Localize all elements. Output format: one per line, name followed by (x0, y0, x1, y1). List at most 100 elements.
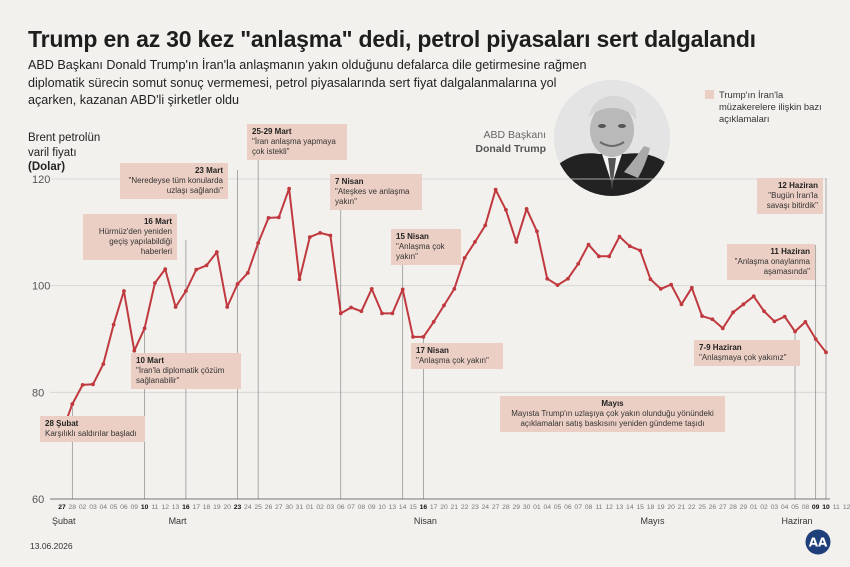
y-axis-label: Brent petrolün varil fiyatı (Dolar) (28, 131, 100, 175)
data-point (80, 382, 85, 387)
data-point (679, 302, 684, 307)
x-tick-label: 12 (843, 504, 850, 511)
x-tick-label: 13 (389, 504, 397, 511)
data-point (524, 206, 529, 211)
x-tick-label: 27 (719, 504, 727, 511)
x-tick-label: 17 (192, 504, 200, 511)
x-tick-label: 25 (254, 504, 262, 511)
x-tick-label: 22 (461, 504, 469, 511)
y-tick-label: 60 (32, 494, 44, 506)
data-point (576, 261, 581, 266)
x-tick-label: 04 (781, 504, 789, 511)
annotation-date: 7-9 Haziran (699, 343, 742, 352)
x-tick-label: 26 (265, 504, 273, 511)
aa-logo: AA (805, 529, 831, 560)
data-point (555, 283, 560, 288)
data-point (762, 309, 766, 314)
data-point (297, 277, 302, 282)
x-tick-label: 04 (100, 504, 108, 511)
y-tick-label: 80 (32, 387, 44, 399)
annotation-date: 10 Mart (136, 356, 165, 365)
aa-logo-text: AA (809, 536, 828, 550)
data-point (452, 286, 457, 291)
data-point (204, 263, 209, 268)
x-tick-label: 30 (523, 504, 531, 511)
x-tick-label: 14 (399, 504, 407, 511)
data-point (514, 240, 519, 244)
x-tick-label: 18 (647, 504, 655, 511)
x-tick-label: 24 (482, 504, 490, 511)
data-point (638, 248, 643, 253)
x-tick-label: 11 (595, 504, 602, 511)
x-tick-label: 27 (58, 504, 66, 511)
data-point (359, 309, 364, 314)
data-point (390, 311, 395, 316)
data-point (617, 234, 622, 239)
annotation-date: 17 Nisan (416, 346, 449, 355)
data-point (689, 285, 694, 290)
data-point (214, 250, 219, 254)
data-point (266, 216, 271, 220)
x-month-label: Şubat (52, 516, 76, 526)
data-point (751, 294, 756, 299)
data-point (720, 326, 725, 331)
annotation-text: "Neredeyse tüm konularda uzlaşı sağlandı… (128, 176, 223, 195)
annotation-text: "Anlaşma çok yakın" (416, 356, 489, 365)
annotation-box: 7-9 Haziran "Anlaşmaya çok yakınız" (694, 340, 800, 366)
annotation-text: "Anlaşma onaylanma aşamasında" (734, 257, 810, 276)
x-tick-label: 27 (492, 504, 500, 511)
data-point (813, 337, 818, 341)
data-point (70, 402, 75, 406)
annotation-box: 7 Nisan "Ateşkes ve anlaşma yakın" (330, 174, 422, 210)
annotation-date: 23 Mart (194, 166, 223, 175)
data-point (132, 348, 137, 353)
x-tick-label: 26 (709, 504, 717, 511)
x-tick-label: 13 (616, 504, 624, 511)
data-point (245, 270, 250, 275)
x-tick-label: 01 (306, 504, 314, 511)
x-tick-label: 21 (451, 504, 459, 511)
x-month-label: Haziran (782, 516, 813, 526)
annotation-date: 7 Nisan (335, 177, 364, 186)
annotation-box: 25-29 Mart "İran anlaşma yapmaya çok iste… (247, 124, 347, 160)
annotation-box: 23 Mart "Neredeyse tüm konularda uzlaşı s… (120, 163, 228, 199)
data-point (318, 230, 323, 235)
x-tick-label: 21 (678, 504, 686, 511)
data-point (658, 286, 663, 291)
annotation-date: 28 Şubat (45, 419, 79, 428)
person-role: ABD Başkanı (483, 129, 546, 141)
data-point (411, 334, 415, 339)
annotation-date: 12 Haziran (777, 181, 818, 190)
data-point (586, 242, 591, 247)
data-point (307, 235, 312, 240)
annotation-date: 15 Nisan (396, 232, 429, 241)
x-tick-label: 19 (657, 504, 665, 511)
x-tick-label: 30 (285, 504, 293, 511)
data-point (380, 311, 384, 316)
data-point (793, 329, 797, 334)
x-tick-label: 16 (182, 504, 190, 511)
x-tick-label: 29 (740, 504, 748, 511)
data-point (545, 276, 550, 281)
annotation-date: Mayıs (601, 399, 624, 408)
annotation-box: 28 Şubat Karşılıklı saldırılar başladı (40, 416, 145, 442)
data-point (369, 286, 374, 291)
page-subtitle: ABD Başkanı Donald Trump'ın İran'la anla… (28, 58, 587, 107)
data-point (328, 233, 333, 238)
data-point (142, 326, 147, 331)
data-point (338, 311, 343, 316)
data-point (173, 305, 178, 309)
x-tick-label: 06 (120, 504, 128, 511)
x-tick-label: 02 (79, 504, 87, 511)
trump-portrait-photo (554, 80, 670, 196)
x-tick-label: 22 (688, 504, 696, 511)
data-point (535, 229, 539, 234)
annotation-box: 10 Mart "İran'la diplomatik çözüm sağlana… (131, 353, 241, 389)
x-tick-label: 13 (172, 504, 180, 511)
annotation-text: "Bugün İran'la savaşı bitirdik" (766, 191, 818, 210)
x-tick-label: 24 (244, 504, 252, 511)
x-tick-label: 09 (812, 504, 820, 511)
data-point (153, 281, 157, 285)
x-tick-label: 06 (564, 504, 572, 511)
y-tick-label: 120 (32, 174, 50, 186)
